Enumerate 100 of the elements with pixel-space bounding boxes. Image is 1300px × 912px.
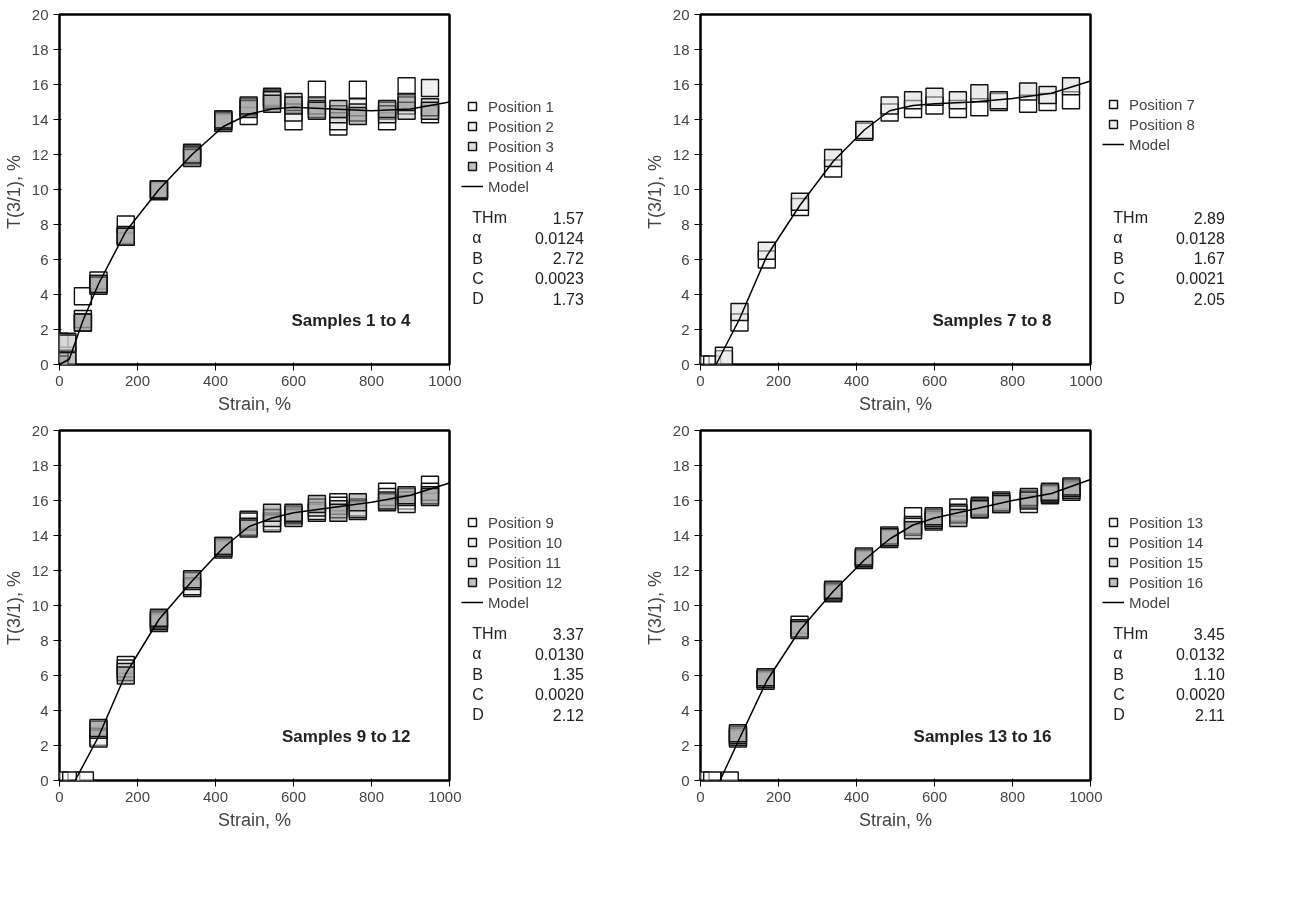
- x-tick-label: 0: [55, 371, 64, 389]
- y-tick-label: 16: [31, 491, 49, 509]
- y-tick-label: 16: [672, 75, 690, 93]
- y-tick-label: 0: [681, 771, 690, 789]
- y-tick-label: 8: [681, 215, 690, 233]
- text: C 0.0023: [472, 269, 584, 288]
- y-tick-label: 8: [40, 215, 49, 233]
- y-tick-label: 10: [672, 180, 690, 198]
- x-tick-label: 200: [124, 371, 151, 389]
- text: THm 3.37: [472, 625, 584, 643]
- legend-label: Position 4: [488, 156, 554, 176]
- y-tick-label: 6: [40, 250, 49, 268]
- y-tick-label: 20: [672, 421, 690, 439]
- y-tick-label: 18: [31, 456, 49, 474]
- legend-label: Position 13: [1129, 512, 1204, 532]
- y-tick-label: 18: [672, 40, 690, 58]
- y-tick-label: 6: [681, 250, 690, 268]
- y-tick-label: 0: [40, 771, 49, 789]
- y-tick-label: 10: [31, 596, 49, 614]
- text: C 0.0020: [1113, 685, 1225, 704]
- y-tick-label: 20: [672, 5, 690, 23]
- x-tick-label: 1000: [1069, 787, 1103, 805]
- x-axis-title: Strain, %: [858, 393, 933, 414]
- y-tick-label: 0: [681, 355, 690, 373]
- legend-label: Model: [1129, 134, 1170, 154]
- legend-label: Position 12: [488, 572, 563, 592]
- y-tick-label: 16: [31, 75, 49, 93]
- annotation: Samples 1 to 4: [291, 310, 412, 330]
- y-axis-title: T(3/1), %: [3, 154, 24, 230]
- legend-label: Position 3: [488, 136, 554, 156]
- text: D 2.11: [1113, 706, 1225, 724]
- annotation: Samples 13 to 16: [913, 726, 1052, 746]
- annotation: Samples 9 to 12: [282, 726, 411, 746]
- legend-label: Model: [488, 592, 529, 612]
- text: B 1.10: [1113, 665, 1225, 684]
- y-tick-label: 10: [672, 596, 690, 614]
- legend-label: Position 8: [1129, 114, 1195, 134]
- legend-label: Position 7: [1129, 94, 1195, 114]
- x-tick-label: 400: [202, 787, 229, 805]
- text: D 2.12: [472, 706, 584, 724]
- y-tick-label: 12: [31, 145, 49, 163]
- text: THm 1.57: [472, 209, 584, 227]
- y-tick-label: 2: [681, 736, 690, 754]
- y-tick-label: 10: [31, 180, 49, 198]
- x-tick-label: 600: [921, 371, 948, 389]
- text: D 1.73: [472, 290, 584, 308]
- y-tick-label: 4: [681, 285, 690, 303]
- y-tick-label: 12: [31, 561, 49, 579]
- text: THm 3.45: [1113, 625, 1225, 643]
- y-tick-label: 12: [672, 561, 690, 579]
- x-tick-label: 1000: [428, 787, 462, 805]
- text: C 0.0021: [1113, 269, 1225, 288]
- x-tick-label: 0: [696, 371, 705, 389]
- y-tick-label: 20: [31, 421, 49, 439]
- x-axis-title: Strain, %: [217, 809, 292, 830]
- y-tick-label: 2: [40, 736, 49, 754]
- text: α 0.0130: [472, 645, 584, 663]
- legend-label: Position 16: [1129, 572, 1204, 592]
- legend-label: Model: [488, 176, 529, 196]
- legend-label: Position 11: [488, 552, 562, 572]
- x-axis-title: Strain, %: [858, 809, 933, 830]
- legend-label: Position 14: [1129, 532, 1204, 552]
- y-axis-title: T(3/1), %: [3, 570, 24, 646]
- x-tick-label: 800: [999, 371, 1026, 389]
- legend-label: Position 1: [488, 96, 554, 116]
- x-tick-label: 600: [280, 787, 307, 805]
- x-tick-label: 800: [358, 787, 385, 805]
- y-tick-label: 14: [672, 110, 690, 128]
- x-tick-label: 600: [280, 371, 307, 389]
- text: B 2.72: [472, 249, 584, 268]
- y-tick-label: 14: [31, 526, 49, 544]
- y-tick-label: 12: [672, 145, 690, 163]
- x-tick-label: 1000: [428, 371, 462, 389]
- x-tick-label: 400: [843, 371, 870, 389]
- x-tick-label: 200: [765, 787, 792, 805]
- x-tick-label: 800: [358, 371, 385, 389]
- x-tick-label: 600: [921, 787, 948, 805]
- y-tick-label: 20: [31, 5, 49, 23]
- y-tick-label: 4: [681, 701, 690, 719]
- x-tick-label: 400: [202, 371, 229, 389]
- y-tick-label: 14: [672, 526, 690, 544]
- x-tick-label: 200: [765, 371, 792, 389]
- legend-label: Model: [1129, 592, 1170, 612]
- text: α 0.0124: [472, 229, 584, 247]
- y-tick-label: 2: [681, 320, 690, 338]
- text: α 0.0128: [1113, 229, 1225, 247]
- x-tick-label: 800: [999, 787, 1026, 805]
- x-tick-label: 1000: [1069, 371, 1103, 389]
- text: C 0.0020: [472, 685, 584, 704]
- text: D 2.05: [1113, 290, 1225, 308]
- y-tick-label: 16: [672, 491, 690, 509]
- annotation: Samples 7 to 8: [932, 310, 1052, 330]
- text: α 0.0132: [1113, 645, 1225, 663]
- text: B 1.35: [472, 665, 584, 684]
- y-tick-label: 6: [40, 666, 49, 684]
- text: THm 2.89: [1113, 209, 1225, 227]
- y-tick-label: 4: [40, 285, 49, 303]
- y-tick-label: 4: [40, 701, 49, 719]
- legend-label: Position 9: [488, 512, 554, 532]
- y-tick-label: 8: [681, 631, 690, 649]
